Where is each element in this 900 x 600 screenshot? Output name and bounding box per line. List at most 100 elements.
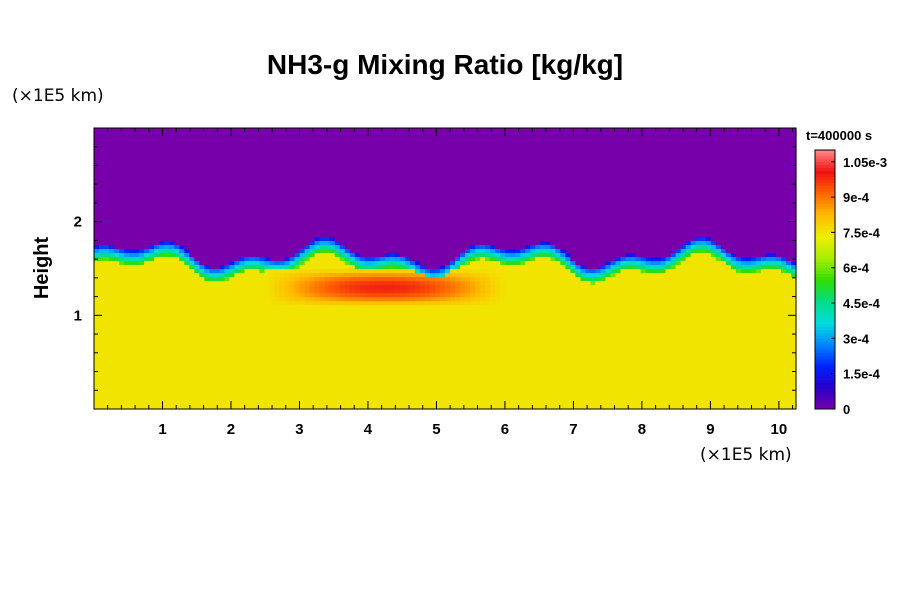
- heatmap-cell: [154, 316, 160, 322]
- heatmap-cell: [109, 368, 115, 374]
- heatmap-cell: [244, 228, 251, 233]
- heatmap-cell: [344, 196, 351, 201]
- heatmap-cell: [314, 396, 321, 402]
- heatmap-cell: [354, 180, 361, 185]
- heatmap-cell: [364, 352, 371, 358]
- heatmap-cell: [154, 128, 160, 133]
- heatmap-cell: [234, 264, 241, 270]
- heatmap-cell: [424, 208, 431, 213]
- heatmap-cell: [144, 224, 150, 229]
- heatmap-cell: [309, 332, 316, 338]
- heatmap-cell: [144, 176, 150, 181]
- heatmap-cell: [214, 240, 220, 246]
- heatmap-cell: [349, 312, 356, 318]
- heatmap-cell: [394, 400, 401, 406]
- heatmap-cell: [189, 360, 195, 366]
- heatmap-cell: [279, 388, 286, 394]
- heatmap-cell: [129, 332, 135, 338]
- heatmap-cell: [254, 192, 261, 197]
- heatmap-cell: [244, 272, 251, 278]
- heatmap-cell: [174, 392, 180, 398]
- heatmap-cell: [269, 296, 276, 302]
- heatmap-cell: [399, 248, 406, 254]
- heatmap-cell: [279, 152, 286, 157]
- heatmap-cell: [414, 312, 421, 318]
- heatmap-cell: [299, 332, 306, 338]
- heatmap-cell: [304, 312, 311, 318]
- heatmap-cell: [374, 352, 381, 358]
- heatmap-cell: [424, 228, 431, 233]
- heatmap-cell: [354, 332, 361, 338]
- heatmap-cell: [344, 244, 351, 250]
- heatmap-cell: [334, 292, 341, 298]
- heatmap-cell: [344, 364, 351, 370]
- heatmap-cell: [419, 248, 426, 254]
- heatmap-cell: [104, 364, 110, 370]
- heatmap-cell: [94, 132, 100, 137]
- heatmap-cell: [204, 256, 210, 262]
- heatmap-cell: [274, 200, 281, 205]
- heatmap-cell: [349, 384, 356, 390]
- heatmap-cell: [204, 336, 210, 342]
- heatmap-cell: [139, 136, 145, 141]
- heatmap-cell: [369, 148, 376, 153]
- heatmap-cell: [324, 300, 331, 306]
- heatmap-cell: [194, 188, 200, 193]
- heatmap-cell: [114, 152, 120, 157]
- heatmap-cell: [139, 264, 145, 270]
- heatmap-cell: [99, 164, 105, 169]
- heatmap-cell: [424, 272, 431, 278]
- heatmap-cell: [419, 376, 426, 382]
- heatmap-cell: [104, 148, 110, 153]
- heatmap-cell: [439, 160, 446, 165]
- heatmap-cell: [414, 144, 421, 149]
- heatmap-cell: [389, 396, 396, 402]
- heatmap-cell: [299, 144, 306, 149]
- heatmap-cell: [384, 336, 391, 342]
- heatmap-cell: [119, 176, 125, 181]
- heatmap-cell: [284, 360, 291, 366]
- heatmap-cell: [314, 128, 321, 133]
- heatmap-cell: [414, 388, 421, 394]
- heatmap-cell: [284, 172, 291, 177]
- heatmap-cell: [249, 356, 256, 362]
- heatmap-cell: [304, 140, 311, 145]
- heatmap-cell: [184, 172, 190, 177]
- heatmap-cell: [354, 172, 361, 177]
- heatmap-cell: [239, 324, 246, 330]
- heatmap-cell: [384, 248, 391, 254]
- heatmap-cell: [319, 188, 326, 193]
- heatmap-cell: [194, 204, 200, 209]
- heatmap-cell: [114, 224, 120, 229]
- heatmap-cell: [424, 384, 431, 390]
- heatmap-cell: [219, 212, 225, 217]
- heatmap-cell: [424, 368, 431, 374]
- heatmap-cell: [124, 340, 130, 346]
- heatmap-cell: [239, 372, 246, 378]
- heatmap-cell: [439, 156, 446, 161]
- heatmap-cell: [364, 168, 371, 173]
- heatmap-cell: [99, 160, 105, 165]
- heatmap-cell: [204, 176, 210, 181]
- heatmap-cell: [179, 332, 185, 338]
- heatmap-cell: [414, 224, 421, 229]
- heatmap-cell: [359, 164, 366, 169]
- heatmap-cell: [94, 300, 100, 306]
- heatmap-cell: [184, 256, 190, 262]
- heatmap-cell: [389, 256, 396, 262]
- heatmap-cell: [384, 180, 391, 185]
- heatmap-cell: [169, 208, 175, 213]
- heatmap-cell: [309, 360, 316, 366]
- heatmap-cell: [134, 280, 140, 286]
- heatmap-cell: [224, 204, 230, 209]
- heatmap-cell: [219, 232, 225, 237]
- heatmap-cell: [129, 364, 135, 370]
- heatmap-cell: [359, 248, 366, 254]
- heatmap-cell: [149, 404, 155, 410]
- heatmap-cell: [104, 280, 110, 286]
- heatmap-cell: [439, 252, 446, 258]
- heatmap-cell: [189, 240, 195, 246]
- heatmap-cell: [184, 300, 190, 306]
- heatmap-cell: [119, 332, 125, 338]
- heatmap-cell: [344, 152, 351, 157]
